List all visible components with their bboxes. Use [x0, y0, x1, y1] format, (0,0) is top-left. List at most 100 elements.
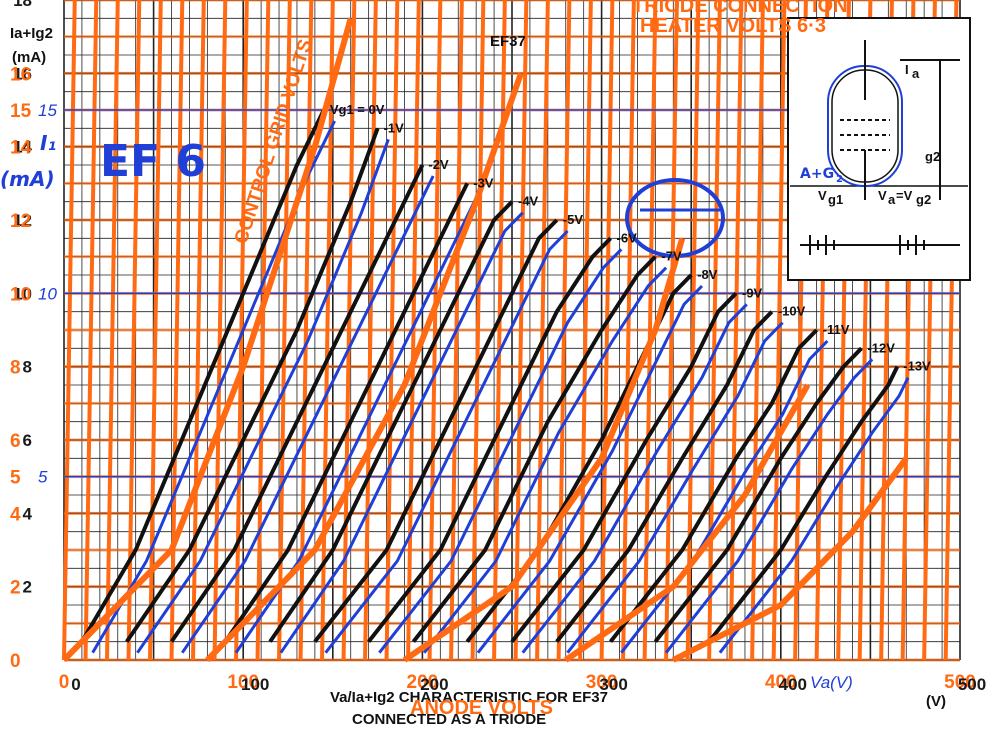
svg-text:I: I: [905, 62, 909, 77]
series-blue-trace-6: [378, 248, 623, 654]
y-axis-label: Ia+Ig2: [10, 25, 53, 42]
header-line-1: TRIODE CONNECTION: [632, 0, 848, 17]
orange-curve-1: [205, 72, 524, 663]
y-tick-4: 10: [13, 284, 32, 303]
series-line-10: [555, 310, 774, 643]
orange-curve-3: [564, 383, 811, 663]
svg-text:=V: =V: [896, 188, 913, 203]
x-axis-unit: (V): [926, 693, 946, 710]
series-layer: [80, 109, 910, 654]
series-line-4: [268, 200, 514, 643]
series-line-0: [80, 109, 326, 643]
y-tick-orange-7: 12: [10, 211, 31, 232]
series-labels: Vg1 = 0V -1V -2V -3V -4V -5V -6V -7V -8V -9V -10V -…: [330, 102, 931, 374]
series-label-4: -4V: [518, 194, 539, 209]
svg-text:2: 2: [836, 174, 843, 185]
series-label-11: -11V: [823, 322, 850, 337]
y-tick-blue-0: 5: [38, 468, 48, 487]
y-tick-orange-10: 16: [10, 64, 31, 85]
x-tick-black-2: 200: [420, 675, 448, 694]
y-tick-orange-3: 5: [10, 468, 21, 489]
svg-text:a: a: [912, 66, 920, 81]
series-label-3: -3V: [473, 175, 494, 190]
x-tick-5: 500: [944, 672, 976, 693]
series-line-12: [653, 346, 863, 643]
x-tick-black-5: 500: [958, 675, 986, 694]
orange-curve-layer: [61, 17, 909, 663]
y-tick-2: 6: [23, 431, 32, 450]
series-label-1: -1V: [384, 120, 405, 135]
y-tick-8: 18: [13, 0, 32, 10]
header-line-2: HEATER VOLTS 6·3: [640, 15, 826, 37]
y-tick-7: 16: [13, 64, 32, 83]
x-tick-0: 0: [59, 672, 70, 693]
y-tick-orange-9: 15: [10, 101, 32, 122]
series-blue-trace-9: [521, 303, 748, 654]
y-axis-hand-label: I₁: [40, 131, 56, 155]
orange-curve-2: [402, 237, 686, 663]
x-axis-hand-label: Va(V): [810, 673, 853, 692]
svg-text:A+G: A+G: [800, 166, 834, 182]
series-blue-trace-0: [91, 120, 336, 654]
y-tick-0: 2: [23, 578, 32, 597]
chart-title: Va/Ia+Ig2 CHARACTERISTIC FOR EF37: [330, 689, 608, 706]
svg-text:g2: g2: [916, 192, 931, 207]
series-label-2: -2V: [428, 157, 449, 172]
series-line-7: [411, 255, 657, 643]
x-tick-black-4: 400: [779, 675, 807, 694]
y-tick-orange-4: 6: [10, 431, 21, 452]
ef6-annotation: EF 6: [100, 136, 206, 187]
svg-text:V: V: [878, 188, 887, 203]
series-blue-trace-4: [279, 211, 524, 654]
grid: [62, 0, 961, 662]
series-line-1: [125, 127, 380, 643]
y-axis-unit: (mA): [12, 49, 46, 66]
series-line-5: [313, 218, 559, 643]
series-label-10: -10V: [778, 304, 806, 319]
y-tick-orange-0: 0: [10, 651, 21, 672]
y-tick-orange-2: 4: [10, 504, 21, 525]
series-line-6: [367, 236, 612, 643]
series-label-0: Vg1 = 0V: [330, 102, 385, 117]
series-label-12: -12V: [867, 340, 895, 355]
y-tick-6: 14: [13, 138, 32, 157]
series-line-3: [223, 182, 469, 643]
series-label-7: -7V: [661, 249, 682, 264]
x-tick-black-0: 0: [71, 675, 80, 694]
series-line-11: [608, 328, 819, 643]
series-label-9: -9V: [742, 285, 763, 300]
series-blue-trace-13: [718, 377, 910, 654]
series-blue-trace-2: [181, 175, 435, 654]
orange-curve-0: [61, 17, 354, 663]
y-tick-5: 12: [13, 211, 32, 230]
y-tick-3: 8: [23, 358, 32, 377]
series-line-2: [169, 164, 425, 643]
series-line-9: [510, 291, 738, 643]
y-tick-orange-6: 10: [10, 284, 31, 305]
x-tick-2: 200: [407, 672, 439, 693]
series-label-8: -8V: [697, 267, 718, 282]
series-blue-trace-5: [324, 229, 569, 654]
svg-text:g2: g2: [925, 149, 940, 164]
svg-text:g1: g1: [828, 192, 843, 207]
x-axis-label: ANODE VOLTS: [410, 697, 553, 719]
orange-curve-4: [671, 456, 909, 663]
y-tick-orange-8: 14: [10, 138, 32, 159]
svg-text:a: a: [888, 192, 896, 207]
x-tick-4: 400: [765, 672, 797, 693]
x-tick-3: 300: [586, 672, 618, 693]
x-tick-black-1: 100: [241, 675, 269, 694]
x-tick-1: 100: [227, 672, 259, 693]
series-label-6: -6V: [617, 230, 638, 245]
series-label-5: -5V: [563, 212, 584, 227]
y-tick-orange-5: 8: [10, 358, 21, 379]
series-label-13: -13V: [903, 359, 931, 374]
x-tick-black-3: 300: [599, 675, 627, 694]
tube-label: EF37: [490, 33, 526, 50]
series-blue-trace-12: [664, 358, 874, 654]
y-axis-hand-unit: (mA): [0, 167, 55, 191]
series-blue-trace-10: [566, 321, 784, 654]
